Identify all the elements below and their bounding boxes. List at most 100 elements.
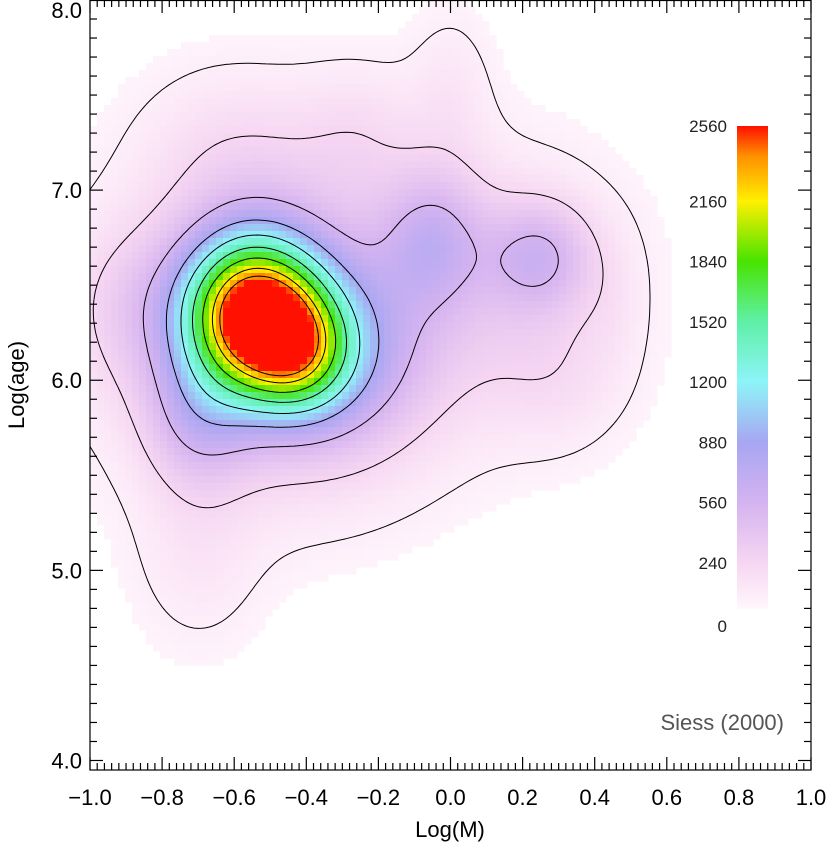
density-cell bbox=[552, 476, 560, 484]
density-cell bbox=[524, 259, 532, 267]
density-cell bbox=[475, 119, 483, 127]
density-cell bbox=[454, 133, 462, 141]
density-cell bbox=[314, 84, 322, 92]
density-cell bbox=[167, 329, 175, 337]
density-cell bbox=[384, 168, 392, 176]
density-cell bbox=[251, 182, 259, 190]
density-cell bbox=[174, 231, 182, 239]
density-cell bbox=[181, 42, 189, 50]
density-cell bbox=[377, 315, 385, 323]
density-cell bbox=[419, 287, 427, 295]
density-cell bbox=[279, 70, 287, 78]
density-cell bbox=[650, 224, 658, 232]
density-cell bbox=[181, 133, 189, 141]
density-cell bbox=[398, 245, 406, 253]
density-cell bbox=[426, 0, 434, 8]
density-cell bbox=[636, 182, 644, 190]
density-cell bbox=[342, 287, 350, 295]
density-cell bbox=[573, 322, 581, 330]
density-cell bbox=[517, 378, 525, 386]
density-cell bbox=[468, 70, 476, 78]
density-cell bbox=[258, 413, 266, 421]
density-cell bbox=[188, 196, 196, 204]
density-cell bbox=[601, 413, 609, 421]
density-cell bbox=[321, 56, 329, 64]
density-cell bbox=[335, 182, 343, 190]
density-cell bbox=[153, 77, 161, 85]
density-cell bbox=[377, 371, 385, 379]
density-cell bbox=[615, 399, 623, 407]
density-cell bbox=[384, 273, 392, 281]
density-cell bbox=[202, 98, 210, 106]
density-cell bbox=[174, 140, 182, 148]
density-cell bbox=[531, 378, 539, 386]
density-cell bbox=[188, 105, 196, 113]
density-cell bbox=[237, 231, 245, 239]
density-cell bbox=[468, 112, 476, 120]
density-cell bbox=[335, 217, 343, 225]
density-cell bbox=[132, 462, 140, 470]
density-cell bbox=[650, 231, 658, 239]
density-cell bbox=[377, 147, 385, 155]
density-cell bbox=[209, 56, 217, 64]
density-cell bbox=[587, 273, 595, 281]
density-cell bbox=[391, 294, 399, 302]
density-cell bbox=[433, 490, 441, 498]
density-cell bbox=[286, 133, 294, 141]
density-cell bbox=[426, 7, 434, 15]
density-cell bbox=[454, 301, 462, 309]
density-cell bbox=[146, 308, 154, 316]
density-cell bbox=[482, 84, 490, 92]
density-cell bbox=[230, 469, 238, 477]
density-cell bbox=[447, 483, 455, 491]
density-cell bbox=[146, 287, 154, 295]
density-cell bbox=[524, 385, 532, 393]
density-cell bbox=[426, 63, 434, 71]
density-cell bbox=[461, 301, 469, 309]
density-cell bbox=[244, 490, 252, 498]
density-cell bbox=[139, 203, 147, 211]
density-cell bbox=[97, 413, 105, 421]
density-cell bbox=[601, 140, 609, 148]
density-cell bbox=[594, 371, 602, 379]
density-cell bbox=[265, 119, 273, 127]
density-cell bbox=[426, 378, 434, 386]
density-cell bbox=[349, 266, 357, 274]
density-cell bbox=[132, 154, 140, 162]
density-cell bbox=[657, 322, 665, 330]
density-cell bbox=[195, 287, 203, 295]
density-cell bbox=[363, 322, 371, 330]
density-cell bbox=[160, 252, 168, 260]
density-cell bbox=[251, 427, 259, 435]
density-cell bbox=[300, 49, 308, 57]
density-cell bbox=[104, 343, 112, 351]
density-cell bbox=[349, 189, 357, 197]
density-cell bbox=[475, 56, 483, 64]
density-cell bbox=[104, 420, 112, 428]
density-cell bbox=[447, 448, 455, 456]
density-cell bbox=[482, 35, 490, 43]
density-cell bbox=[496, 406, 504, 414]
density-cell bbox=[188, 84, 196, 92]
density-cell bbox=[202, 287, 210, 295]
density-cell bbox=[97, 343, 105, 351]
density-cell bbox=[230, 266, 238, 274]
density-cell bbox=[433, 399, 441, 407]
density-cell bbox=[559, 441, 567, 449]
density-cell bbox=[97, 322, 105, 330]
density-cell bbox=[342, 70, 350, 78]
density-cell bbox=[202, 469, 210, 477]
density-cell bbox=[489, 280, 497, 288]
density-cell bbox=[328, 105, 336, 113]
density-cell bbox=[300, 238, 308, 246]
density-cell bbox=[419, 210, 427, 218]
density-cell bbox=[447, 455, 455, 463]
density-cell bbox=[153, 364, 161, 372]
density-cell bbox=[272, 273, 280, 281]
density-cell bbox=[307, 140, 315, 148]
density-cell bbox=[167, 238, 175, 246]
density-cell bbox=[419, 63, 427, 71]
density-cell bbox=[230, 273, 238, 281]
density-cell bbox=[559, 287, 567, 295]
density-cell bbox=[216, 455, 224, 463]
